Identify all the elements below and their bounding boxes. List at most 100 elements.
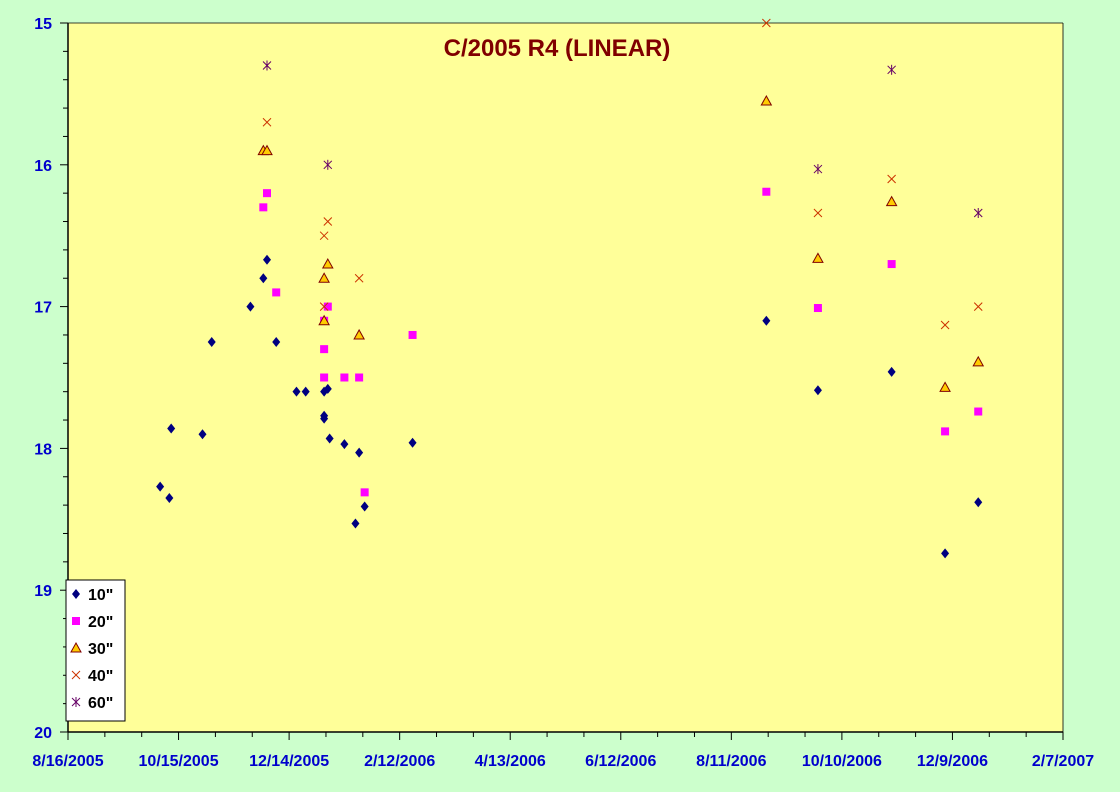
data-point-diamond (762, 315, 771, 326)
x-tick-label: 8/11/2006 (696, 753, 766, 770)
legend-marker (71, 670, 81, 680)
legend-marker (70, 641, 82, 653)
marker-stroke (262, 117, 272, 127)
data-point-asterisk (262, 60, 272, 71)
legend: 10" 20" 30" 40" 60" (65, 579, 126, 722)
marker-stroke (940, 320, 950, 330)
data-point-x (813, 208, 823, 218)
data-point-asterisk (887, 64, 896, 75)
data-point-x (354, 273, 364, 283)
marker-stroke (761, 18, 771, 28)
data-point-triangle (318, 272, 330, 283)
data-point-square (263, 189, 271, 198)
data-marks (156, 18, 985, 559)
x-tick-label: 8/16/2005 (32, 753, 103, 770)
data-point-x (323, 217, 333, 226)
data-point-square (974, 407, 983, 416)
data-point-x (973, 302, 983, 311)
data-point-x (761, 18, 771, 28)
data-point-triangle (318, 314, 330, 326)
x-tick-label: 2/7/2007 (1032, 753, 1094, 770)
data-point-diamond (323, 383, 332, 394)
marker-stroke (319, 231, 329, 241)
marker-stroke (354, 273, 364, 283)
data-point-asterisk (973, 208, 983, 219)
y-tick-label: 18 (34, 441, 52, 458)
data-point-x (887, 174, 896, 184)
data-point-triangle (812, 252, 824, 263)
data-point-square (762, 187, 771, 196)
plot-area (68, 23, 1063, 732)
y-tick-label: 17 (34, 300, 52, 317)
x-tick-label: 6/12/2006 (585, 753, 656, 770)
data-point-square (272, 288, 281, 297)
y-tick-label: 16 (34, 158, 52, 175)
x-tick-label: 12/9/2006 (917, 753, 988, 770)
legend-label: 60" (88, 695, 113, 712)
marker-stroke (887, 174, 896, 184)
data-point-diamond (156, 481, 165, 492)
data-point-diamond (974, 497, 983, 508)
legend-label: 30" (88, 641, 113, 658)
data-point-triangle (321, 258, 334, 269)
data-point-square (320, 373, 329, 382)
series-4 (262, 18, 983, 330)
y-tick-label: 20 (34, 725, 52, 742)
data-point-square (340, 373, 349, 382)
data-point-diamond (272, 337, 281, 348)
data-point-triangle (972, 355, 985, 367)
legend-marker (72, 589, 80, 599)
legend-marker (71, 697, 81, 707)
x-tick-label: 10/15/2005 (139, 753, 219, 770)
data-point-square (887, 260, 896, 269)
marker-stroke (973, 302, 983, 311)
data-point-diamond (325, 433, 334, 444)
marker-stroke (71, 670, 81, 680)
data-point-x (319, 302, 329, 311)
data-point-asterisk (813, 164, 823, 175)
chart-title: C/2005 R4 (LINEAR) (444, 35, 671, 62)
marker-stroke (813, 208, 823, 218)
series-3 (257, 94, 985, 392)
marker-stroke (323, 217, 333, 226)
x-tick-label: 4/13/2006 (475, 753, 546, 770)
data-point-diamond (340, 439, 349, 450)
data-point-diamond (355, 447, 364, 458)
data-point-diamond (246, 301, 255, 312)
data-point-triangle (353, 328, 365, 340)
data-point-diamond (263, 254, 271, 265)
marker-stroke (319, 302, 329, 311)
tick-labels: 15 16 17 18 19 20 8/16/2005 10/15/2005 12/14/200… (32, 16, 1094, 770)
data-point-diamond (259, 273, 268, 284)
y-tick-label: 15 (34, 16, 52, 33)
data-point-diamond (351, 518, 360, 529)
data-point-diamond (887, 366, 896, 377)
data-point-diamond (408, 437, 417, 448)
data-point-x (319, 231, 329, 241)
x-tick-label: 12/14/2005 (249, 753, 329, 770)
legend-label: 40" (88, 668, 113, 685)
data-point-square (355, 373, 364, 382)
legend-label: 10" (88, 587, 113, 604)
data-point-diamond (165, 493, 174, 504)
data-point-x (262, 117, 272, 127)
x-tick-label: 2/12/2006 (364, 753, 435, 770)
data-point-triangle (760, 94, 773, 106)
data-point-asterisk (323, 159, 333, 170)
x-tick-label: 10/10/2006 (802, 753, 882, 770)
data-point-diamond (292, 386, 301, 397)
data-point-square (813, 304, 822, 313)
data-point-triangle (885, 195, 898, 207)
data-point-square (323, 302, 332, 311)
data-point-diamond (320, 413, 329, 424)
data-point-square (360, 488, 369, 497)
legend-label: 20" (88, 614, 113, 631)
data-point-diamond (360, 501, 369, 512)
data-point-x (940, 320, 950, 330)
y-tick-label: 19 (34, 583, 52, 600)
data-point-square (320, 345, 329, 354)
data-point-triangle (939, 381, 951, 392)
data-point-diamond (941, 548, 950, 559)
data-point-square (259, 203, 268, 212)
